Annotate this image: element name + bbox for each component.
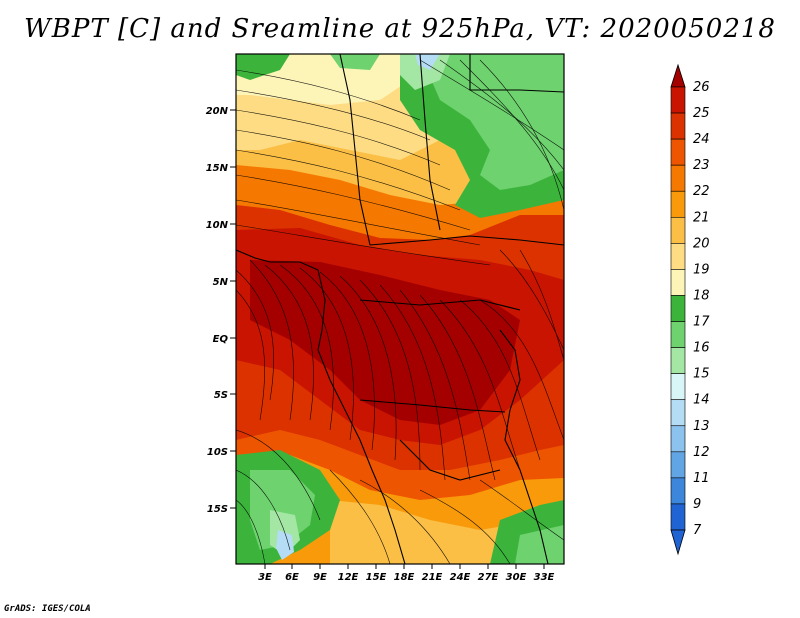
colorbar-label: 17 (693, 315, 710, 330)
lon-label: 21E (422, 572, 443, 583)
lat-label: 15N (206, 163, 229, 174)
lon-label: 3E (258, 572, 272, 583)
colorbar-segment (670, 503, 686, 531)
colorbar-label: 19 (693, 262, 710, 277)
colorbar-segment (670, 347, 686, 374)
lat-label: 20N (206, 106, 229, 117)
colorbar-segment (670, 164, 686, 192)
colorbar-label: 7 (693, 523, 702, 538)
colorbar-segment (670, 112, 686, 140)
colorbar-segment (670, 216, 686, 244)
latitude-axis: 20N 15N 10N 5N EQ 5S 10S 15S (206, 106, 236, 515)
credit-text: GrADS: IGES/COLA (4, 604, 91, 614)
colorbar-label: 22 (693, 184, 710, 199)
colorbar-segment (670, 451, 686, 479)
colorbar-segment (670, 399, 686, 427)
lon-label: 9E (313, 572, 327, 583)
map-panel (236, 54, 564, 564)
colorbar-segment (670, 138, 686, 166)
colorbar-label: 26 (693, 80, 710, 95)
lat-label: 10N (206, 220, 229, 231)
colorbar-bottom-arrow (670, 529, 686, 556)
lon-label: 33E (534, 572, 555, 583)
colorbar-label: 13 (693, 419, 710, 434)
colorbar: 26 25 24 23 22 21 20 19 18 17 16 15 14 13 12 11 9 7 (670, 63, 710, 556)
chart-title: WBPT [C] and Sreamline at 925hPa, VT: 20… (24, 14, 776, 44)
colorbar-label: 21 (693, 210, 710, 225)
lon-label: 27E (478, 572, 499, 583)
lat-label: EQ (213, 334, 229, 345)
lat-label: 15S (207, 504, 228, 515)
colorbar-label: 15 (693, 367, 710, 382)
lon-label: 15E (366, 572, 387, 583)
colorbar-segment (670, 295, 686, 322)
colorbar-label: 18 (693, 288, 710, 303)
colorbar-segment (670, 269, 686, 296)
colorbar-label: 14 (693, 393, 710, 408)
lon-label: 6E (285, 572, 299, 583)
map-frame (235, 53, 565, 565)
lon-label: 12E (338, 572, 359, 583)
colorbar-label: 12 (693, 445, 710, 460)
colorbar-segment (670, 425, 686, 453)
lon-label: 24E (450, 572, 471, 583)
lat-label: 5N (213, 277, 229, 288)
colorbar-label: 25 (693, 106, 710, 121)
colorbar-segment (670, 321, 686, 348)
lat-label: 5S (214, 390, 228, 401)
colorbar-label: 20 (693, 236, 710, 251)
lon-label: 30E (506, 572, 527, 583)
longitude-axis: 3E 6E 9E 12E 15E 18E 21E 24E 27E 30E 33E (258, 564, 555, 583)
colorbar-label: 24 (693, 132, 710, 147)
colorbar-segment (670, 86, 686, 114)
colorbar-label: 9 (693, 497, 701, 512)
colorbar-segment (670, 373, 686, 401)
colorbar-segment (670, 477, 686, 505)
colorbar-segment (670, 243, 686, 270)
colorbar-segment (670, 190, 686, 218)
colorbar-label: 23 (693, 158, 710, 173)
colorbar-label: 11 (693, 471, 710, 486)
colorbar-top-arrow (670, 63, 686, 88)
colorbar-label: 16 (693, 341, 710, 356)
lon-label: 18E (394, 572, 415, 583)
lat-label: 10S (207, 447, 228, 458)
